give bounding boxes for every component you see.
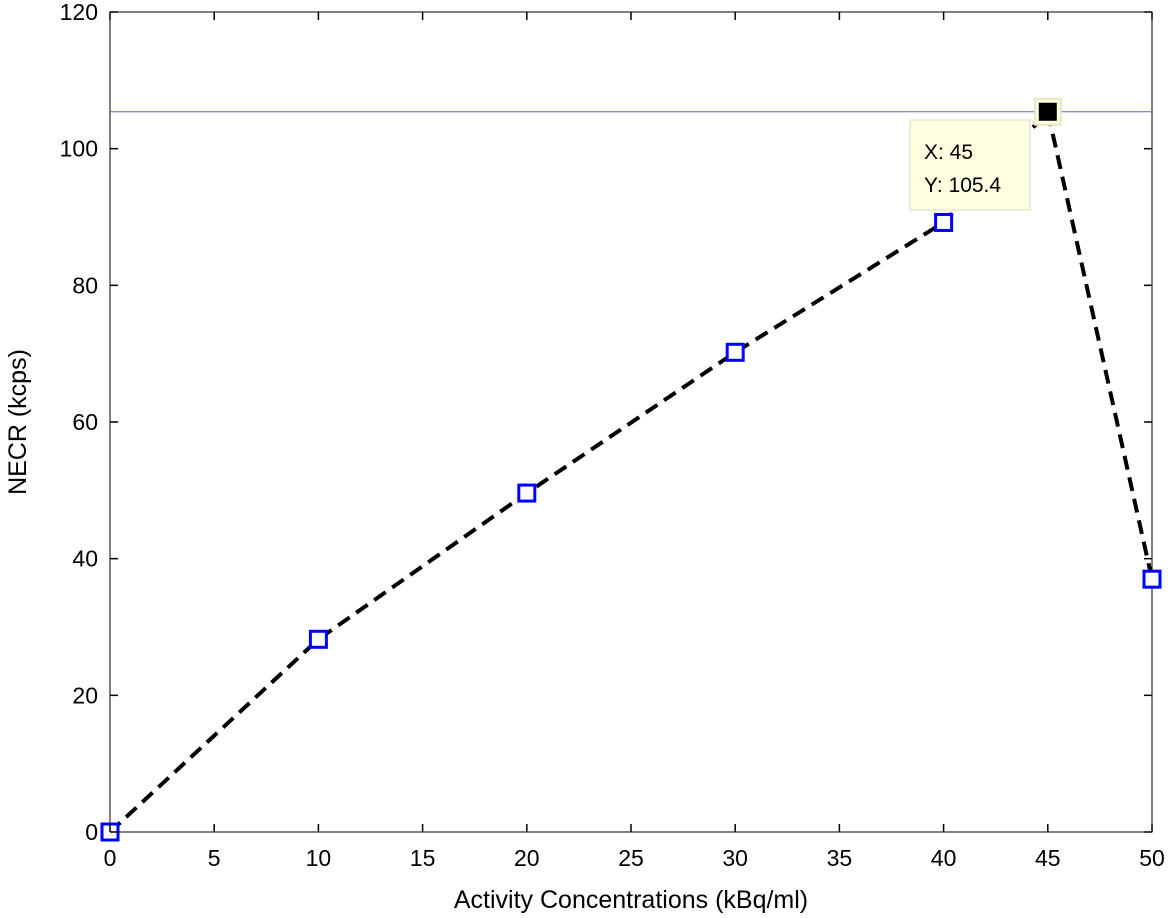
data-point-marker	[308, 629, 328, 649]
data-point-marker	[1142, 569, 1162, 589]
x-tick-label: 5	[208, 845, 221, 871]
x-tick-label: 0	[104, 845, 117, 871]
x-tick-label: 25	[618, 845, 644, 871]
x-tick-label: 30	[722, 845, 748, 871]
tick-layer: 0 5 10 15 20 25 30 35 40 45 50 0 20 40 60 80 100 120	[60, 0, 1165, 871]
y-tick-label: 120	[60, 0, 98, 25]
y-tick-label: 80	[72, 272, 98, 298]
y-tick-label: 100	[60, 136, 98, 162]
y-tick-label: 60	[72, 409, 98, 435]
x-tick-label: 10	[306, 845, 332, 871]
x-tick-label: 35	[827, 845, 853, 871]
data-tip-box	[909, 119, 1031, 211]
y-tick-label: 20	[72, 682, 98, 708]
series-layer	[100, 97, 1162, 842]
data-tip-x-text: X: 45	[924, 141, 973, 164]
x-tick-label: 50	[1139, 845, 1165, 871]
y-tick-label: 40	[72, 546, 98, 572]
data-tip[interactable]: X: 45 Y: 105.4	[909, 119, 1031, 211]
x-axis-label: Activity Concentrations (kBq/ml)	[454, 886, 808, 914]
y-tick-label: 0	[85, 819, 98, 845]
x-tick-label: 40	[931, 845, 957, 871]
data-tip-y-text: Y: 105.4	[924, 174, 1001, 197]
data-point-marker	[517, 483, 537, 503]
data-point-marker	[725, 342, 745, 362]
data-tip-marker	[1038, 102, 1057, 121]
y-axis-label: NECR (kcps)	[4, 349, 32, 495]
x-tick-label: 20	[514, 845, 540, 871]
x-tick-label: 45	[1035, 845, 1061, 871]
x-tick-label: 15	[410, 845, 436, 871]
data-point-marker	[934, 212, 954, 232]
